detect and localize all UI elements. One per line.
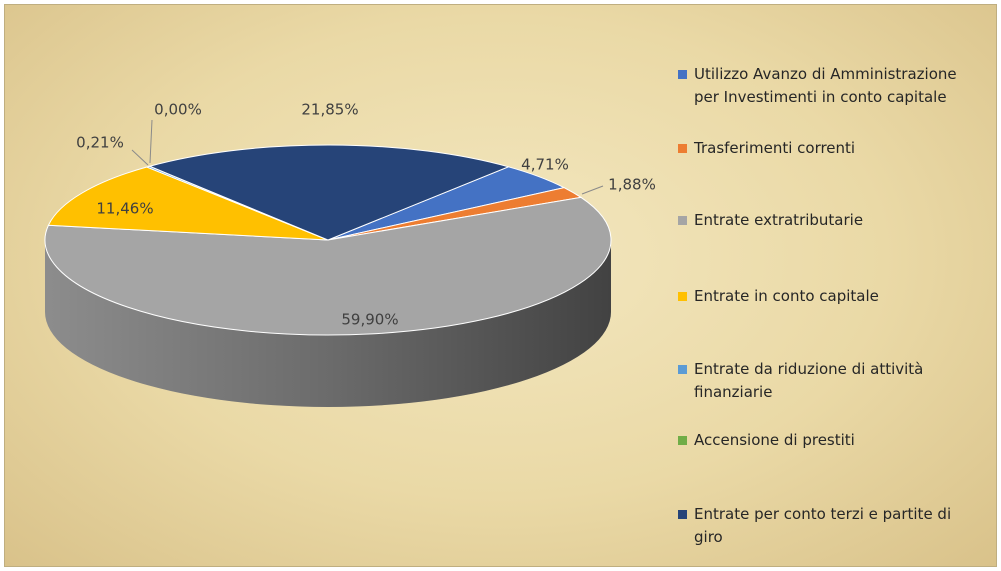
slice bbox=[148, 144, 510, 241]
legend-label: Entrate da riduzione di attività finanzi… bbox=[694, 360, 924, 401]
legend-swatch bbox=[678, 436, 687, 445]
legend-label: Entrate in conto capitale bbox=[694, 287, 879, 305]
leader-line bbox=[581, 185, 604, 195]
leader-line bbox=[149, 119, 153, 164]
legend-label: Accensione di prestiti bbox=[694, 431, 855, 449]
data-label: 11,46% bbox=[96, 200, 153, 218]
legend-label: Utilizzo Avanzo di Amministrazione per I… bbox=[694, 65, 957, 106]
legend-swatch bbox=[678, 365, 687, 374]
data-label: 0,21% bbox=[76, 134, 124, 152]
data-label: 1,88% bbox=[608, 176, 656, 194]
legend-swatch bbox=[678, 144, 687, 153]
legend-swatch bbox=[678, 292, 687, 301]
legend-label: Entrate per conto terzi e partite di gir… bbox=[694, 505, 952, 546]
data-label: 21,85% bbox=[301, 101, 358, 119]
slice bbox=[47, 166, 329, 241]
legend-label: Trasferimenti correnti bbox=[694, 139, 856, 157]
legend-swatch bbox=[678, 216, 687, 225]
slice bbox=[44, 196, 612, 336]
data-label: 4,71% bbox=[521, 156, 569, 174]
data-label: 59,90% bbox=[341, 311, 398, 329]
legend-swatch bbox=[678, 70, 687, 79]
leader-line bbox=[131, 149, 149, 166]
data-label: 0,00% bbox=[154, 101, 202, 119]
legend-label: Entrate extratributarie bbox=[694, 211, 864, 229]
legend-swatch bbox=[678, 510, 687, 519]
slice-side-shade bbox=[45, 240, 611, 407]
